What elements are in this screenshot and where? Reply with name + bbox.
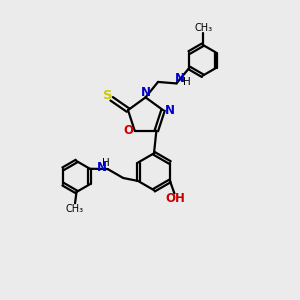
Text: H: H xyxy=(183,77,190,87)
Text: H: H xyxy=(102,158,110,168)
Text: S: S xyxy=(103,89,113,102)
Text: OH: OH xyxy=(165,192,185,205)
Text: O: O xyxy=(123,124,133,137)
Text: CH₃: CH₃ xyxy=(194,23,212,33)
Text: N: N xyxy=(97,161,107,174)
Text: N: N xyxy=(140,85,151,98)
Text: CH₃: CH₃ xyxy=(65,204,83,214)
Text: N: N xyxy=(165,103,175,117)
Text: N: N xyxy=(175,72,185,85)
